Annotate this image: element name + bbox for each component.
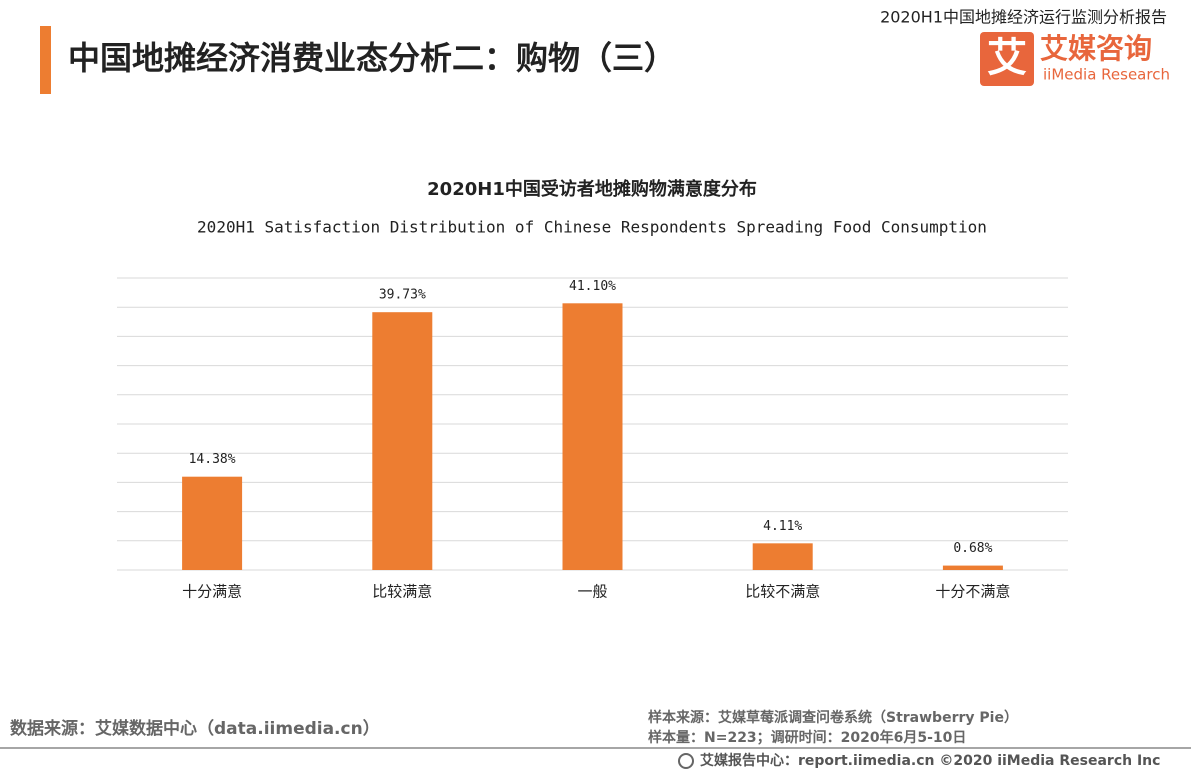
sample-source: 样本来源：艾媒草莓派调查问卷系统（Strawberry Pie） [648,709,1018,726]
x-tick-label: 比较满意 [372,583,432,601]
bar [372,312,433,570]
value-label: 14.38% [189,452,236,467]
x-tick-label: 比较不满意 [745,583,820,601]
value-label: 41.10% [569,279,616,294]
page-title: 中国地摊经济消费业态分析二：购物（三） [68,39,676,77]
bar [562,303,623,570]
bar [752,543,813,570]
logo-box [980,32,1034,86]
value-label: 0.68% [953,541,992,556]
x-tick-label: 十分不满意 [935,583,1010,601]
globe-icon [678,753,694,769]
sample-size: 样本量：N=223；调研时间：2020年6月5-10日 [648,729,966,746]
x-tick-label: 一般 [577,583,607,601]
title-accent [40,26,51,94]
logo-cn: 艾媒咨询 [1040,32,1152,65]
report-name: 2020H1中国地摊经济运行监测分析报告 [880,8,1167,27]
bar [942,565,1003,570]
logo-icon: 艾 [987,35,1027,81]
data-source: 数据来源：艾媒数据中心（data.iimedia.cn） [10,718,380,739]
x-tick-label: 十分满意 [182,583,242,601]
report-center: 艾媒报告中心：report.iimedia.cn ©2020 iiMedia R… [700,752,1160,769]
value-label: 4.11% [763,519,802,534]
chart-subtitle: 2020H1 Satisfaction Distribution of Chin… [197,218,987,237]
value-label: 39.73% [379,288,426,303]
logo-en: iiMedia Research [1043,66,1170,84]
chart-title: 2020H1中国受访者地摊购物满意度分布 [427,178,757,200]
bar [182,476,243,570]
